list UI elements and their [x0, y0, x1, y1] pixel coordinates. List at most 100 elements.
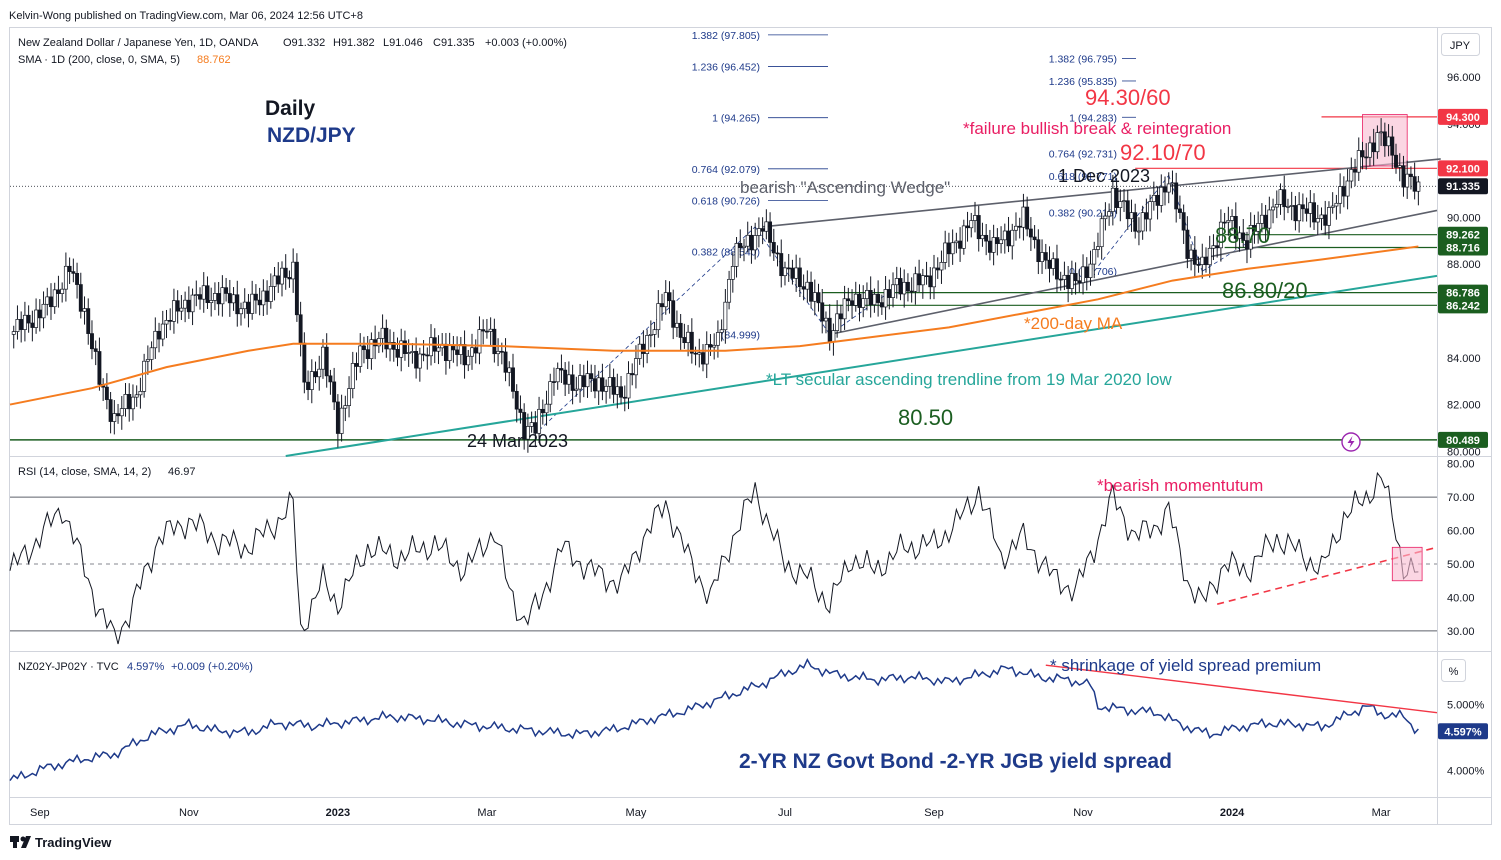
candle-body — [481, 329, 486, 332]
candle-body — [335, 401, 340, 434]
candle-body — [1151, 194, 1156, 202]
candle-body — [570, 374, 575, 391]
candlestick — [1204, 247, 1208, 273]
tradingview-logo[interactable]: TradingView — [10, 835, 112, 850]
candlestick — [950, 229, 955, 265]
candlestick — [1148, 194, 1153, 232]
candle-body — [723, 301, 728, 331]
lightning-bolt-icon[interactable] — [1341, 432, 1361, 452]
fib-left-label: (84.999) — [721, 329, 760, 341]
candle-body — [71, 271, 76, 274]
candle-body — [596, 377, 601, 392]
candlestick — [1084, 257, 1089, 291]
candlestick — [1286, 198, 1290, 214]
spread-price-label-bg — [1438, 723, 1488, 740]
candle-body — [123, 394, 128, 409]
candle-body — [358, 345, 363, 367]
rsi-legend-label: RSI (14, close, SMA, 14, 2) — [18, 466, 151, 478]
candlestick — [932, 254, 936, 300]
candlestick — [276, 262, 281, 293]
candle-body — [1125, 200, 1130, 220]
candlestick — [1025, 196, 1030, 237]
candle-body — [932, 267, 936, 288]
candlestick — [667, 281, 672, 314]
candle-body — [1114, 187, 1119, 208]
candle-body — [559, 368, 564, 371]
candlestick — [149, 341, 154, 370]
candle-body — [1412, 176, 1417, 192]
candle-body — [63, 265, 68, 290]
price-label: 91.335 — [1438, 178, 1488, 195]
annotation-support-1: 88.70 — [1215, 223, 1270, 248]
candlestick — [622, 385, 627, 412]
candlestick — [369, 332, 374, 370]
spread-unit-badge[interactable] — [1441, 659, 1466, 682]
candlestick — [34, 298, 39, 334]
price-label-text: 80.489 — [1446, 435, 1480, 447]
ohlc-values: O91.332 H91.382 L91.046 C91.335 +0.003 (… — [283, 37, 567, 49]
candle-body — [1028, 228, 1033, 238]
candle-body — [1222, 221, 1227, 224]
candle-body — [294, 261, 299, 316]
candle-body — [1196, 264, 1201, 266]
candlestick — [984, 223, 989, 256]
candle-body — [809, 281, 814, 302]
candlestick — [291, 248, 296, 293]
ohlc-open: O91.332 — [283, 37, 325, 49]
candle-body — [462, 344, 467, 366]
candlestick — [1271, 198, 1276, 224]
candle-body — [566, 374, 571, 385]
candle-body — [250, 293, 255, 314]
candlestick — [812, 279, 817, 316]
candle-body — [391, 342, 396, 350]
candlestick — [920, 268, 925, 299]
candlestick — [235, 280, 240, 327]
candle-body — [883, 289, 888, 308]
candle-body — [1062, 274, 1067, 280]
candlestick — [708, 334, 713, 356]
candle-body — [1386, 136, 1391, 147]
currency-badge[interactable] — [1441, 33, 1480, 56]
candlestick — [179, 295, 184, 321]
candlestick — [861, 285, 866, 318]
spread-legend-change: +0.009 (+0.20%) — [171, 661, 253, 673]
candlestick — [589, 364, 594, 392]
candlestick — [801, 274, 806, 301]
candlestick — [186, 286, 191, 319]
candlestick — [738, 229, 743, 259]
candle-body — [466, 355, 471, 366]
candlestick — [872, 288, 877, 313]
x-tick-label: Mar — [477, 807, 496, 819]
candle-body — [365, 349, 370, 359]
candlestick — [1163, 176, 1167, 206]
candle-body — [1330, 205, 1335, 208]
candle-body — [93, 348, 98, 352]
annotation-support-2: 86.80/20 — [1222, 278, 1308, 303]
candlestick — [924, 261, 929, 285]
candlestick — [619, 375, 623, 405]
candlestick — [574, 376, 579, 397]
chart-title: Daily — [265, 97, 316, 120]
candlestick — [134, 385, 139, 407]
candle-body — [689, 331, 694, 354]
candle-body — [302, 342, 307, 383]
candle-body — [552, 381, 556, 383]
candlestick — [540, 399, 545, 425]
candlestick — [790, 259, 795, 285]
candle-body — [34, 309, 39, 328]
candlestick — [853, 281, 858, 312]
candlestick — [1222, 212, 1227, 229]
candlestick — [842, 285, 847, 330]
candle-body — [622, 396, 627, 399]
candle-body — [186, 299, 191, 313]
candlestick — [905, 273, 910, 302]
candle-body — [525, 426, 530, 440]
candle-body — [1107, 211, 1112, 217]
candlestick — [783, 261, 787, 286]
price-label-text: 88.716 — [1446, 242, 1480, 254]
candlestick — [611, 368, 616, 404]
candlestick — [887, 279, 892, 310]
candle-body — [1207, 247, 1212, 266]
candlestick — [227, 279, 232, 317]
